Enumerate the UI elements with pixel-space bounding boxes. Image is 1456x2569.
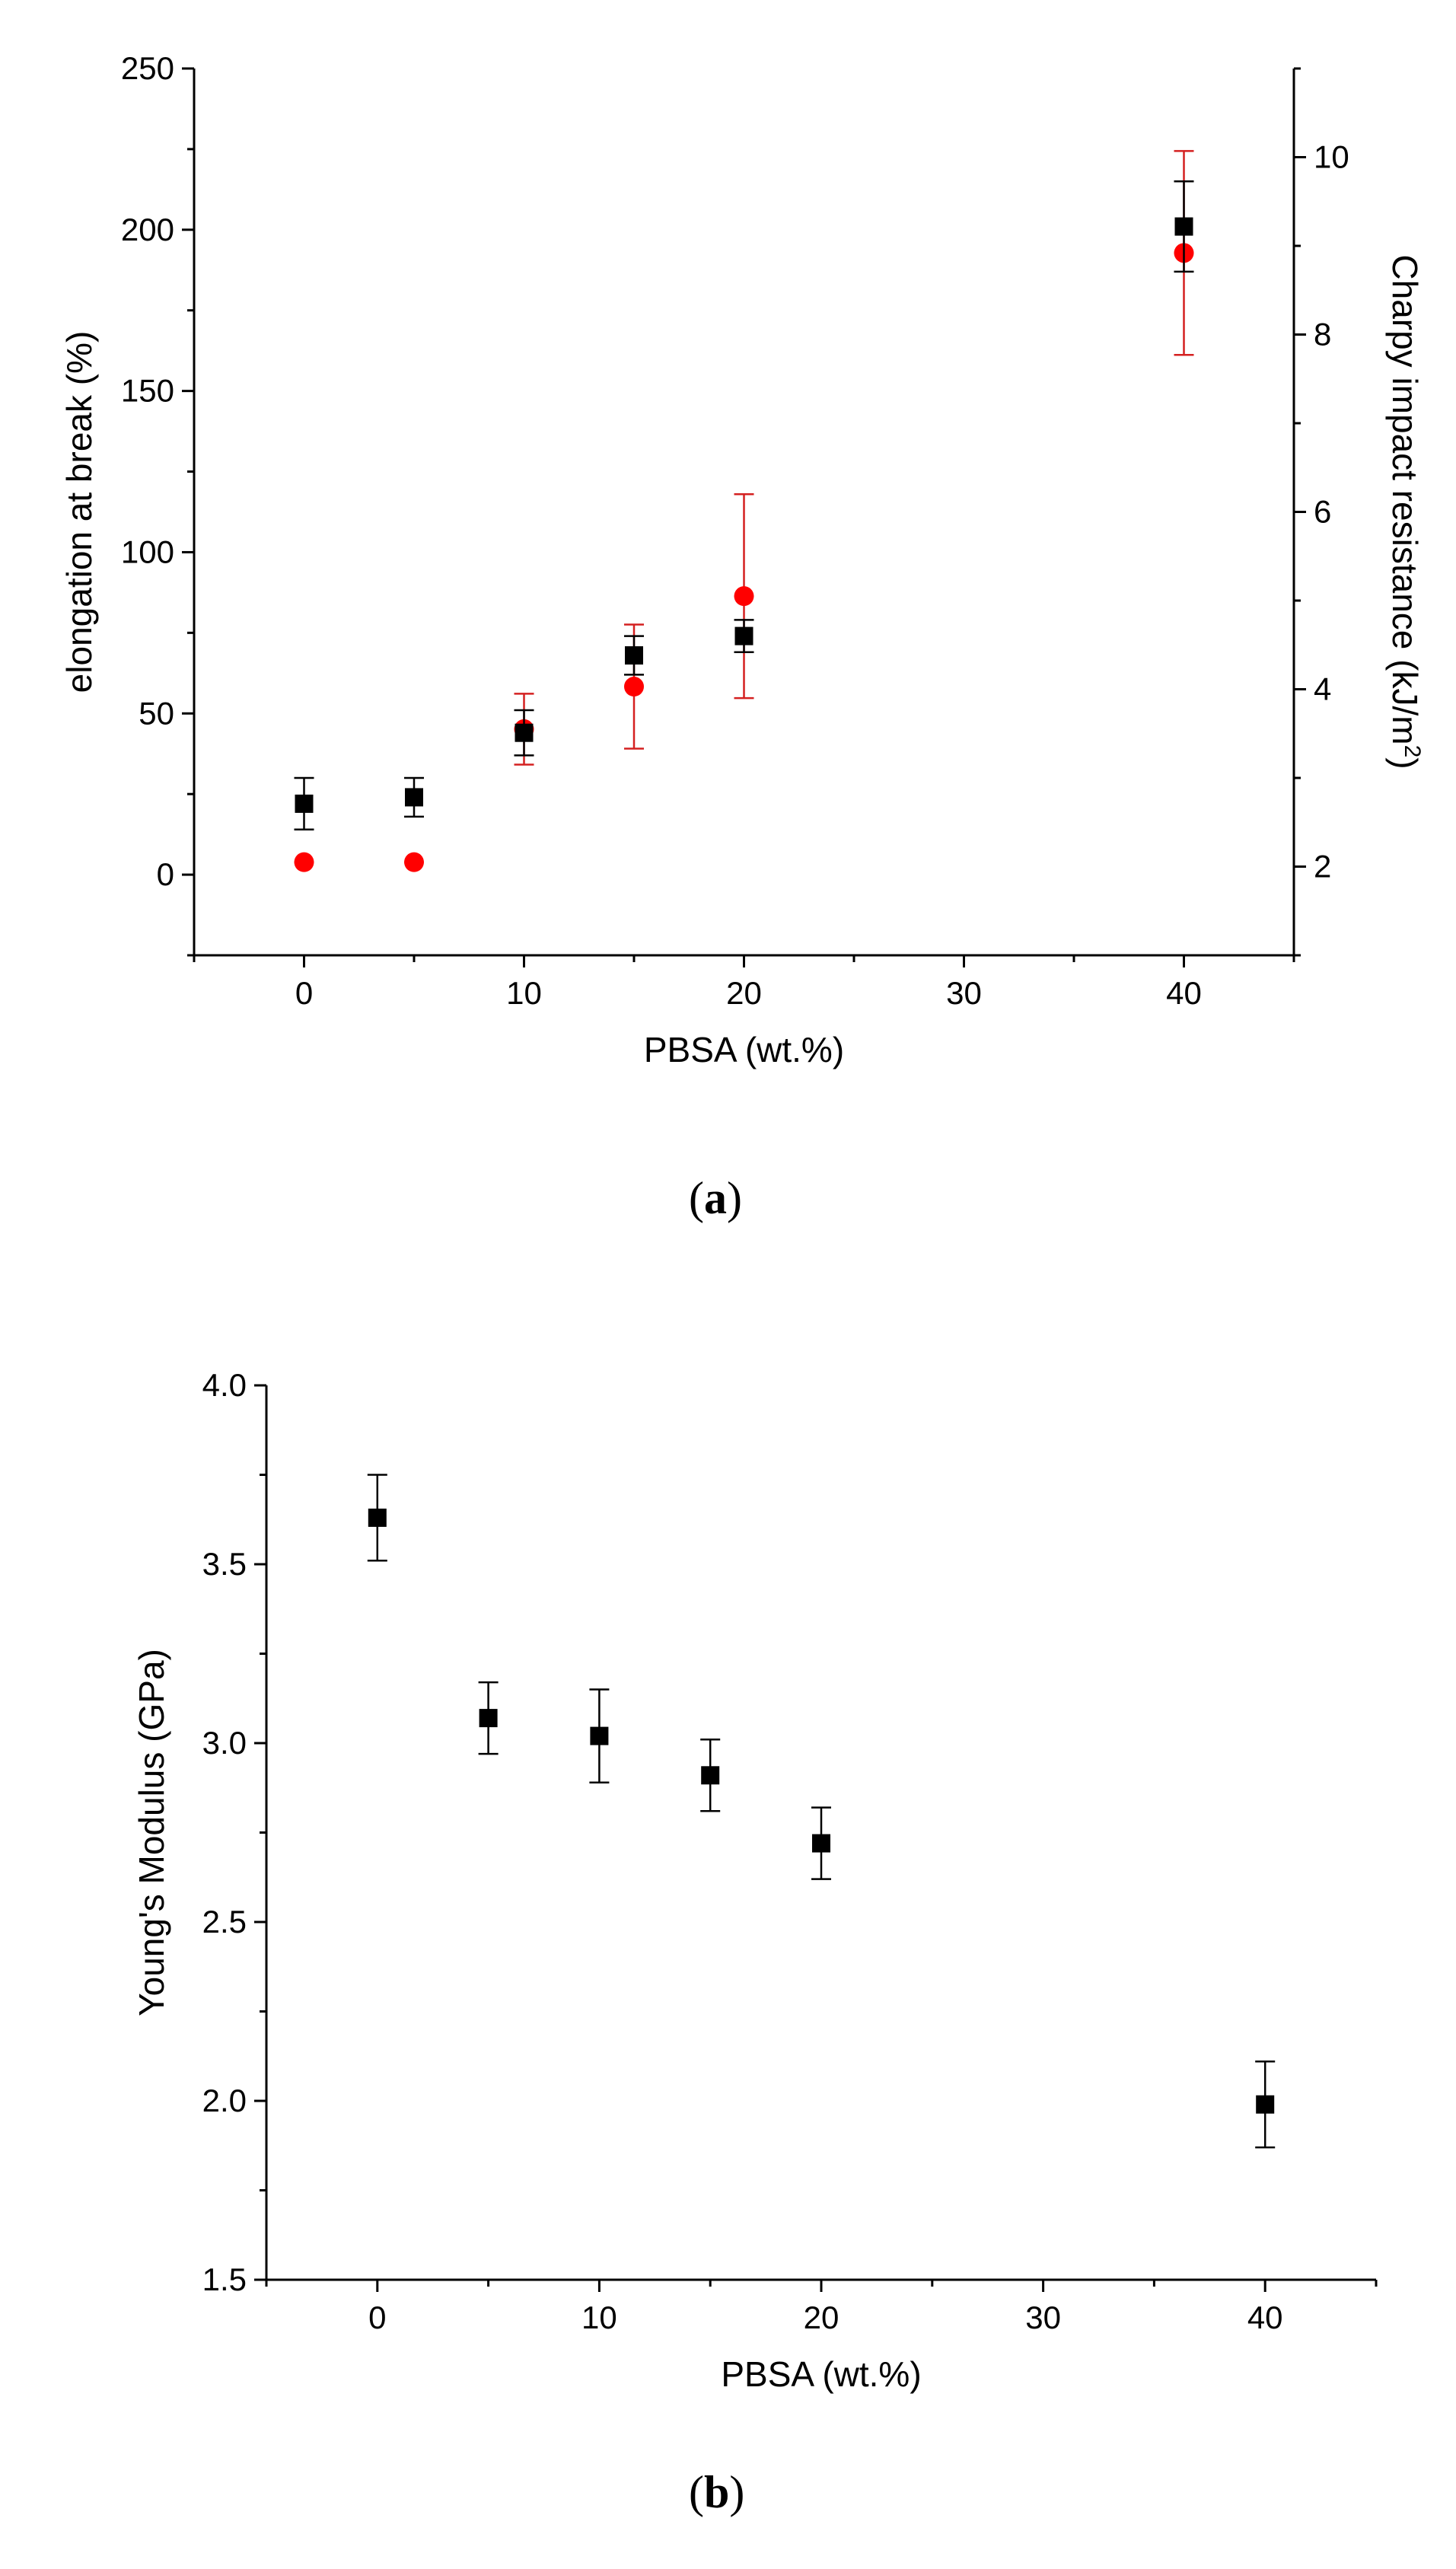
y-tick-label: 1.5: [202, 2261, 247, 2297]
x-tick-label: 30: [946, 975, 982, 1011]
data-point-square: [625, 646, 643, 665]
chart-b-svg: 0 10 20 30 40 1.5 2.0 2.5 3.0 3.5 4.0 PBSA (wt.%) Yo…: [132, 1367, 1378, 2394]
chart-a-svg: 0 10 20 30 40 0 50 100 150 200 250 2 4 6 8 10 PBSA (wt.%…: [59, 50, 1426, 1069]
data-point-square: [701, 1766, 720, 1785]
data-point-square: [515, 723, 534, 742]
y-tick-label: 50: [139, 695, 174, 731]
data-point-square: [734, 626, 753, 645]
chart-b-caption-label: b: [703, 2467, 730, 2517]
x-tick-label: 40: [1247, 2300, 1283, 2335]
y-tick-label: 3.0: [202, 1725, 247, 1761]
y-tick-label: 0: [157, 856, 174, 892]
x-axis-title: PBSA (wt.%): [721, 2354, 921, 2394]
y-tick-label: 2.5: [202, 1904, 247, 1939]
y-tick-label: 150: [121, 373, 174, 409]
y2-tick-label: 4: [1314, 671, 1331, 707]
y2-axis-title: Charpy impact resistance (kJ/m2): [1385, 254, 1426, 769]
x-tick-label: 20: [726, 975, 762, 1011]
chart-a-caption: (a): [689, 1173, 742, 1223]
x-tick-label: 10: [506, 975, 542, 1011]
y2-tick-label: 8: [1314, 317, 1331, 352]
data-point-square: [295, 794, 314, 813]
data-point-square: [1174, 217, 1193, 236]
y-tick-label: 200: [121, 212, 174, 247]
chart-panel-a: 0 10 20 30 40 0 50 100 150 200 250 2 4 6 8 10 PBSA (wt.%…: [0, 0, 1456, 1279]
chart-a-caption-label: a: [703, 1173, 727, 1223]
y-axis-title: Young's Modulus (GPa): [132, 1649, 171, 2016]
chart-b-caption: (b): [689, 2467, 745, 2517]
data-point-circle: [624, 677, 644, 697]
x-axis-title: PBSA (wt.%): [644, 1030, 844, 1069]
data-point-circle: [404, 852, 424, 872]
y2-tick-label: 6: [1314, 494, 1331, 530]
x-tick-label: 20: [804, 2300, 840, 2335]
y-tick-label: 100: [121, 534, 174, 569]
data-point-circle: [294, 852, 314, 872]
x-tick-label: 10: [581, 2300, 617, 2335]
data-point-square: [590, 1726, 609, 1745]
y-tick-label: 2.0: [202, 2083, 247, 2118]
data-point-square: [405, 788, 423, 807]
y2-tick-label: 2: [1314, 849, 1331, 884]
data-point-square: [1256, 2095, 1275, 2114]
chart-panel-b: 0 10 20 30 40 1.5 2.0 2.5 3.0 3.5 4.0 PBSA (wt.%) Yo…: [0, 1279, 1456, 2569]
data-point-square: [812, 1834, 830, 1853]
y-tick-label: 4.0: [202, 1367, 247, 1403]
y-axis-title: elongation at break (%): [59, 331, 99, 693]
y2-tick-label: 10: [1314, 139, 1349, 175]
x-tick-label: 40: [1166, 975, 1202, 1011]
x-tick-label: 30: [1025, 2300, 1061, 2335]
data-point-square: [479, 1709, 498, 1728]
x-tick-label: 0: [295, 975, 313, 1011]
data-point-square: [368, 1508, 387, 1527]
data-point-circle: [734, 586, 754, 607]
y-tick-label: 3.5: [202, 1546, 247, 1582]
x-tick-label: 0: [368, 2300, 386, 2335]
y-tick-label: 250: [121, 50, 174, 86]
